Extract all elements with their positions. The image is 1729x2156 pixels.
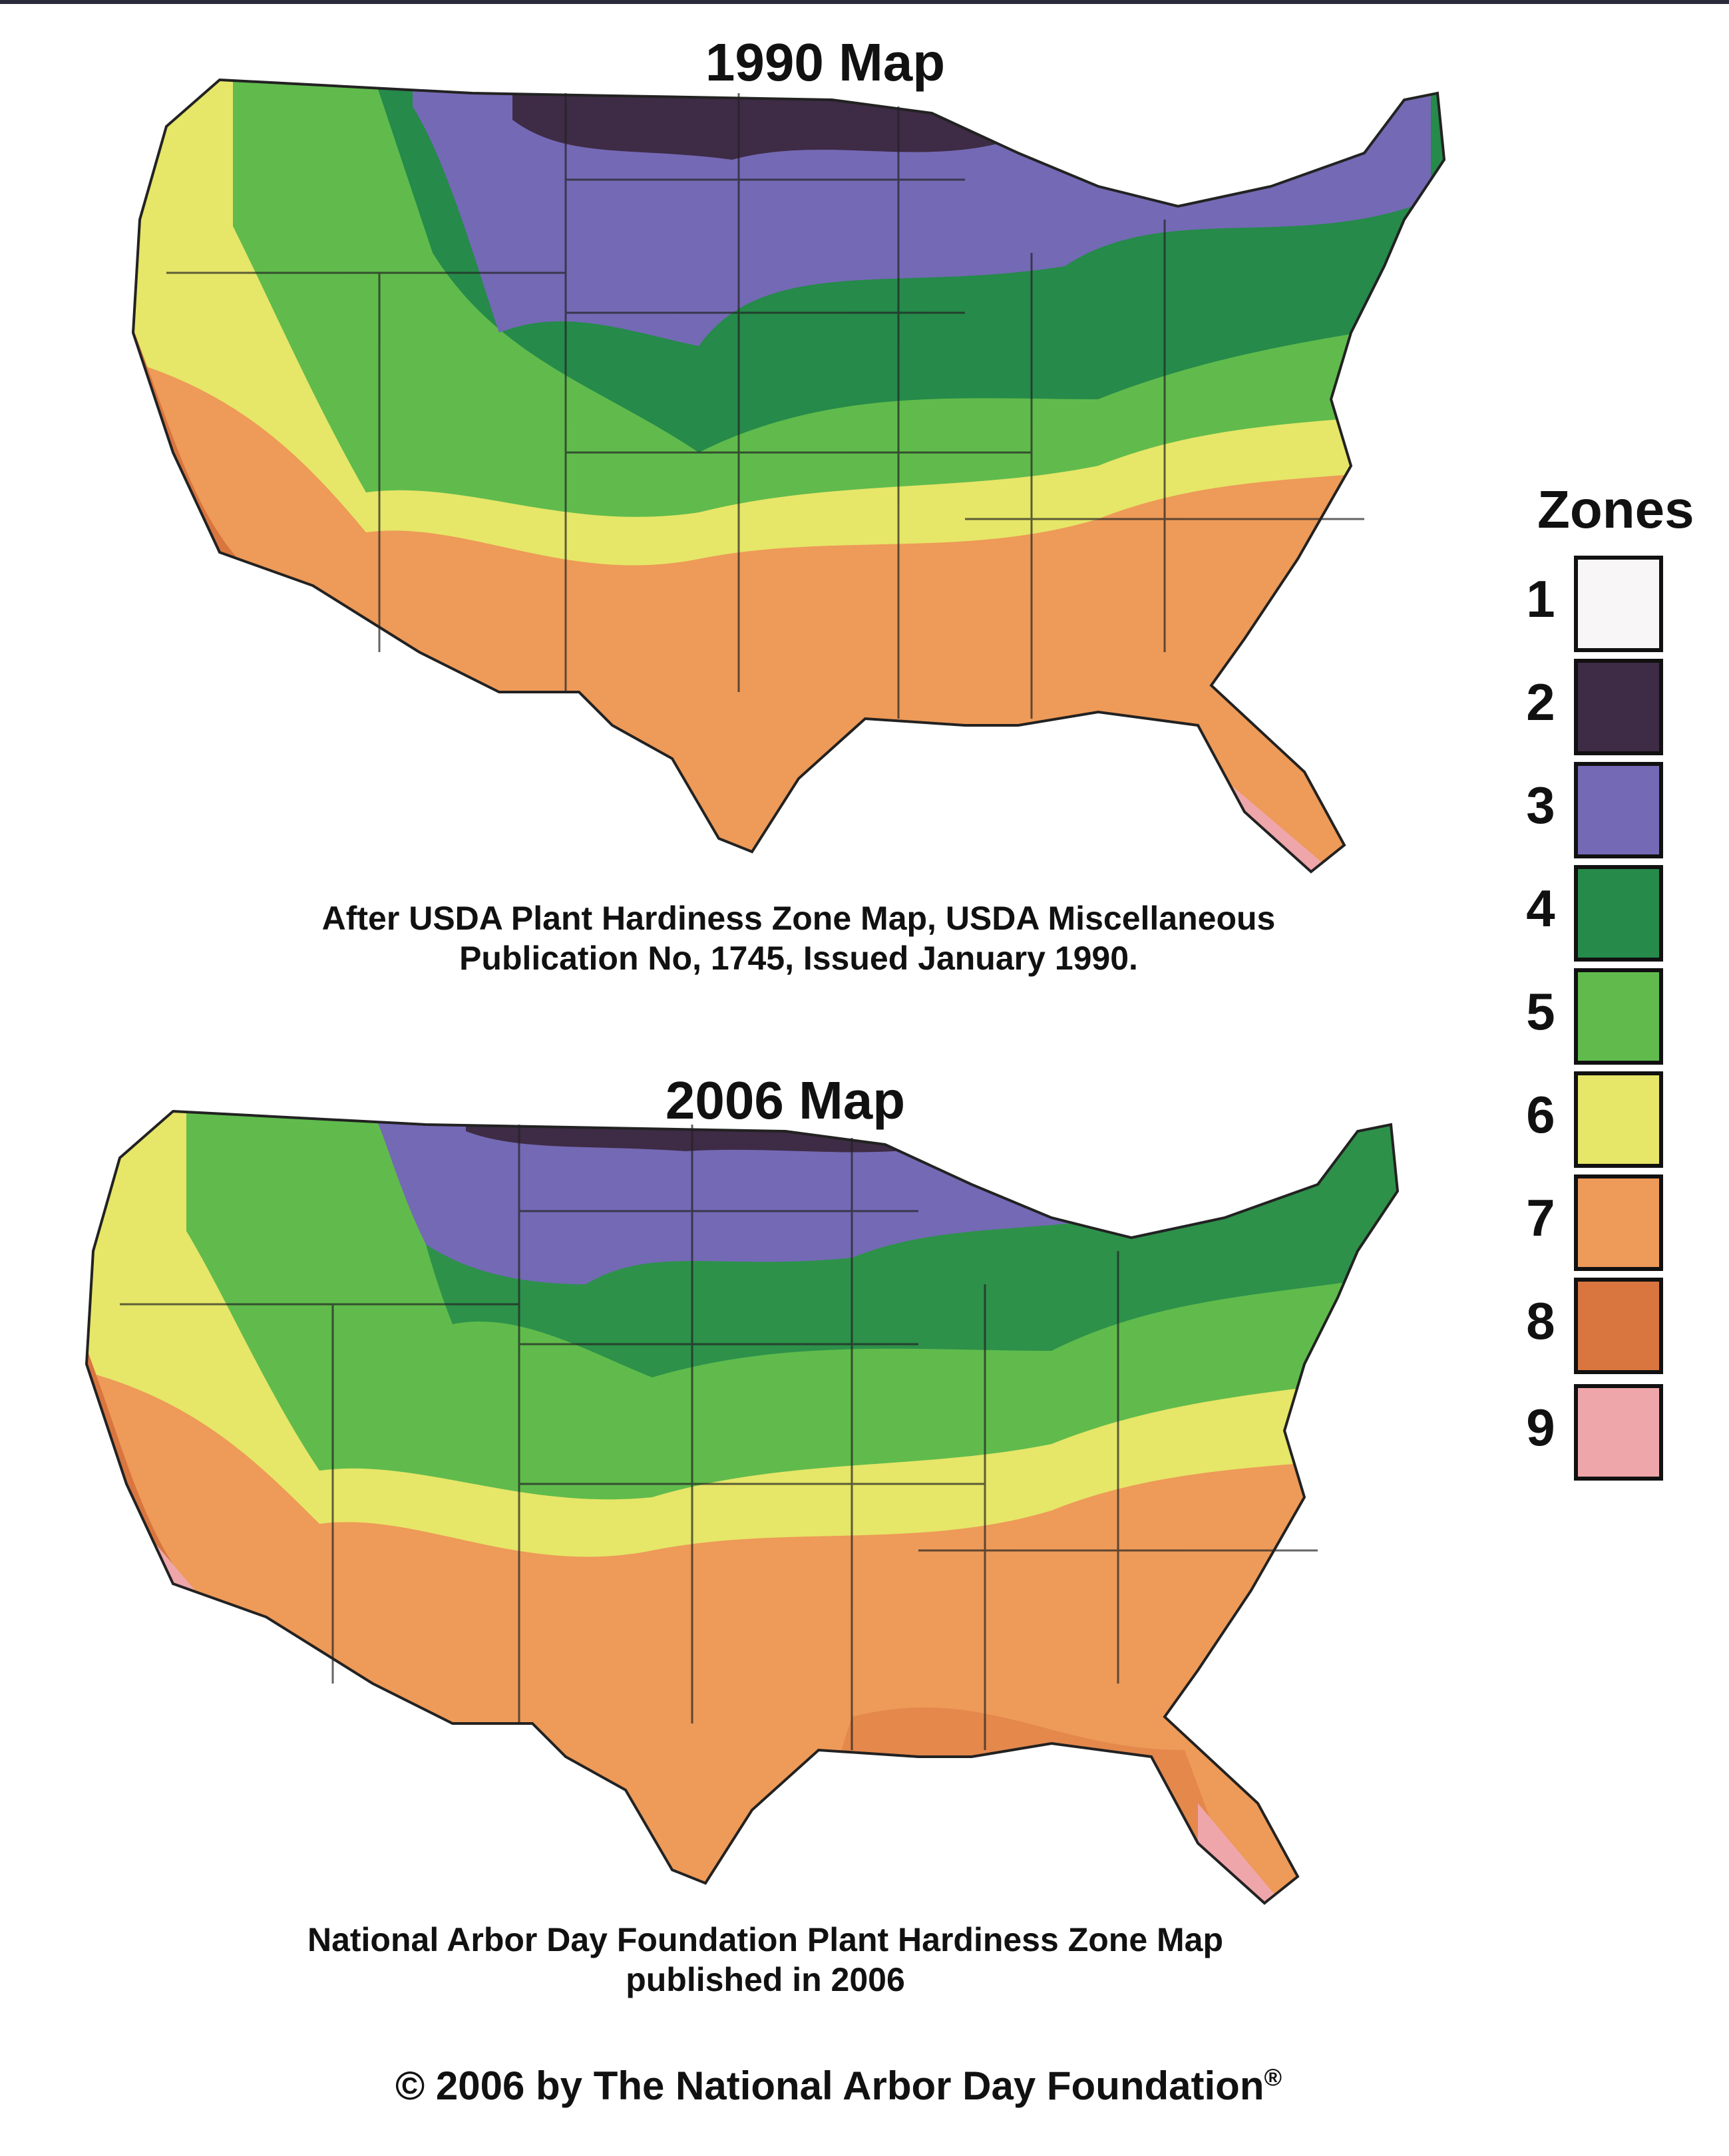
registered-mark: ® bbox=[1264, 2064, 1282, 2091]
caption-line: Publication No, 1745, Issued January 199… bbox=[459, 940, 1138, 977]
us-hardiness-map-1990 bbox=[131, 78, 1446, 874]
legend-title: Zones bbox=[1537, 480, 1694, 539]
legend-item-zone-4: 4 bbox=[1497, 865, 1724, 962]
legend-item-zone-2: 2 bbox=[1497, 659, 1724, 755]
map-title-1990: 1990 Map bbox=[705, 33, 946, 92]
legend-item-zone-8: 8 bbox=[1497, 1278, 1724, 1374]
legend-zone-number: 4 bbox=[1526, 879, 1555, 938]
legend-zone-number: 8 bbox=[1526, 1292, 1555, 1350]
legend-swatch bbox=[1574, 865, 1663, 962]
legend-swatch bbox=[1574, 1278, 1663, 1374]
legend-zone-number: 1 bbox=[1526, 570, 1555, 628]
copyright-icon: © bbox=[395, 2064, 425, 2108]
legend-item-zone-5: 5 bbox=[1497, 968, 1724, 1065]
legend-item-zone-6: 6 bbox=[1497, 1071, 1724, 1168]
legend-item-zone-3: 3 bbox=[1497, 762, 1724, 858]
map-title-2006: 2006 Map bbox=[665, 1071, 906, 1130]
top-border-line bbox=[0, 0, 1729, 4]
legend-zone-number: 2 bbox=[1526, 673, 1555, 731]
map-caption-2006: National Arbor Day Foundation Plant Hard… bbox=[166, 1920, 1364, 2000]
legend-zone-number: 5 bbox=[1526, 982, 1555, 1041]
legend-zone-number: 3 bbox=[1526, 776, 1555, 834]
legend-item-zone-7: 7 bbox=[1497, 1174, 1724, 1271]
legend-zone-number: 9 bbox=[1526, 1398, 1555, 1457]
legend-swatch bbox=[1574, 1174, 1663, 1271]
copyright-text: 2006 by The National Arbor Day Foundatio… bbox=[435, 2064, 1264, 2108]
map-caption-1990: After USDA Plant Hardiness Zone Map, USD… bbox=[200, 898, 1398, 978]
legend-item-zone-9: 9 bbox=[1497, 1384, 1724, 1481]
legend-zone-number: 7 bbox=[1526, 1188, 1555, 1247]
us-hardiness-map-2006 bbox=[85, 1109, 1400, 1905]
legend-swatch bbox=[1574, 1384, 1663, 1481]
legend-swatch bbox=[1574, 968, 1663, 1065]
legend-swatch bbox=[1574, 659, 1663, 755]
legend-swatch bbox=[1574, 556, 1663, 652]
caption-line: After USDA Plant Hardiness Zone Map, USD… bbox=[321, 900, 1276, 937]
legend-swatch bbox=[1574, 1071, 1663, 1168]
caption-line: National Arbor Day Foundation Plant Hard… bbox=[307, 1921, 1224, 1958]
legend-swatch bbox=[1574, 762, 1663, 858]
caption-line: published in 2006 bbox=[626, 1961, 905, 1998]
legend-zone-number: 6 bbox=[1526, 1085, 1555, 1144]
legend-item-zone-1: 1 bbox=[1497, 556, 1724, 652]
copyright-notice: © 2006 by The National Arbor Day Foundat… bbox=[240, 2063, 1438, 2109]
